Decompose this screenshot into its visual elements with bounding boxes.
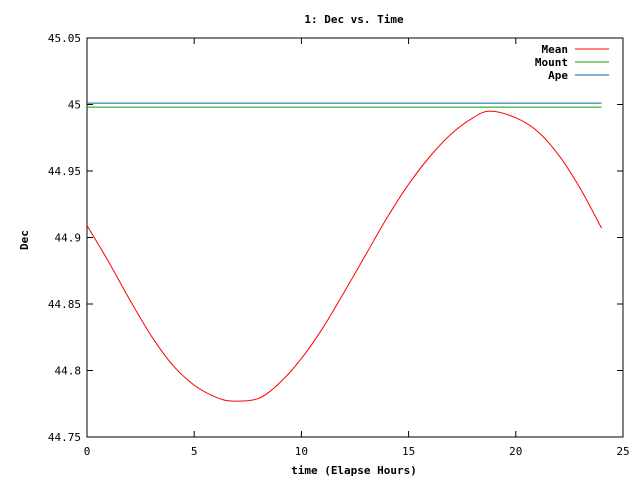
x-tick-label: 25: [616, 445, 629, 458]
legend-label-ape: Ape: [548, 69, 568, 82]
x-tick-label: 15: [402, 445, 415, 458]
x-tick-label: 0: [84, 445, 91, 458]
y-tick-label: 44.8: [55, 365, 82, 378]
x-tick-label: 20: [509, 445, 522, 458]
y-tick-label: 44.95: [48, 165, 81, 178]
chart-title: 1: Dec vs. Time: [304, 13, 404, 26]
y-axis-label: Dec: [18, 230, 31, 250]
x-tick-label: 5: [191, 445, 198, 458]
legend-label-mean: Mean: [542, 43, 569, 56]
y-tick-label: 44.75: [48, 431, 81, 444]
series-line-mean: [86, 110, 603, 402]
x-tick-label: 10: [295, 445, 308, 458]
legend-label-mount: Mount: [535, 56, 568, 69]
plot-layer: 44.75 44.8 44.85 44.9 44.95 45 45.05 0 5 10 15 20 25…: [48, 32, 630, 458]
y-tick-label: 45.05: [48, 32, 81, 45]
y-tick-label: 44.9: [55, 232, 82, 245]
y-tick-label: 44.85: [48, 298, 81, 311]
y-tick-label: 45: [68, 99, 81, 112]
x-axis-label: time (Elapse Hours): [291, 464, 417, 477]
